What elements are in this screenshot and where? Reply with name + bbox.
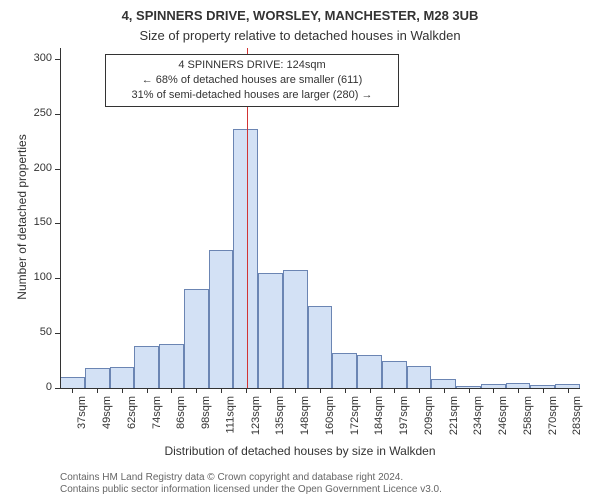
histogram-bar <box>283 270 308 388</box>
chart-title-line1: 4, SPINNERS DRIVE, WORSLEY, MANCHESTER, … <box>0 8 600 23</box>
histogram-bar <box>209 250 234 388</box>
histogram-bar <box>110 367 135 388</box>
xtick-label: 148sqm <box>299 396 311 435</box>
histogram-bar <box>184 289 209 388</box>
ytick-label: 300 <box>20 52 52 64</box>
xtick-label: 172sqm <box>349 396 361 435</box>
ytick-label: 150 <box>20 216 52 228</box>
xtick-label: 221sqm <box>448 396 460 435</box>
ytick-label: 50 <box>20 326 52 338</box>
annotation-line1: 4 SPINNERS DRIVE: 124sqm <box>112 58 392 73</box>
chart-title-line2: Size of property relative to detached ho… <box>0 28 600 43</box>
histogram-bar <box>233 129 258 388</box>
histogram-bar <box>258 273 283 388</box>
xtick-label: 123sqm <box>250 396 262 435</box>
xtick-label: 184sqm <box>374 396 386 435</box>
xtick-label: 160sqm <box>324 396 336 435</box>
annotation-line3: 31% of semi-detached houses are larger (… <box>112 88 392 103</box>
x-axis-label: Distribution of detached houses by size … <box>0 444 600 458</box>
xtick-label: 258sqm <box>522 396 534 435</box>
xtick-label: 37sqm <box>76 396 88 429</box>
ytick-label: 200 <box>20 162 52 174</box>
histogram-bar <box>332 353 357 388</box>
xtick-label: 270sqm <box>547 396 559 435</box>
xtick-label: 111sqm <box>225 396 237 434</box>
annotation-box: 4 SPINNERS DRIVE: 124sqm ← 68% of detach… <box>105 54 399 107</box>
xtick-label: 197sqm <box>398 396 410 435</box>
attribution-line2: Contains public sector information licen… <box>60 484 442 496</box>
histogram-bar <box>60 377 85 388</box>
ytick-label: 0 <box>20 381 52 393</box>
xtick-label: 135sqm <box>274 396 286 435</box>
histogram-bar <box>308 306 333 388</box>
histogram-bar <box>431 379 456 388</box>
histogram-bar <box>357 355 382 388</box>
histogram-bar <box>134 346 159 388</box>
xtick-label: 246sqm <box>497 396 509 435</box>
xtick-label: 49sqm <box>101 396 113 429</box>
xtick-label: 283sqm <box>572 396 584 435</box>
xtick-label: 98sqm <box>200 396 212 429</box>
xtick-label: 86sqm <box>175 396 187 429</box>
histogram-bar <box>407 366 432 388</box>
histogram-bar <box>159 344 184 388</box>
annotation-line2: ← 68% of detached houses are smaller (61… <box>112 73 392 88</box>
attribution: Contains HM Land Registry data © Crown c… <box>60 472 442 496</box>
xtick-label: 74sqm <box>151 396 163 429</box>
histogram-bar <box>382 361 407 388</box>
ytick-label: 250 <box>20 107 52 119</box>
xtick-label: 209sqm <box>423 396 435 435</box>
xtick-label: 62sqm <box>126 396 138 429</box>
histogram-bar <box>85 368 110 388</box>
attribution-line1: Contains HM Land Registry data © Crown c… <box>60 472 442 484</box>
xtick-label: 234sqm <box>473 396 485 435</box>
ytick-label: 100 <box>20 271 52 283</box>
